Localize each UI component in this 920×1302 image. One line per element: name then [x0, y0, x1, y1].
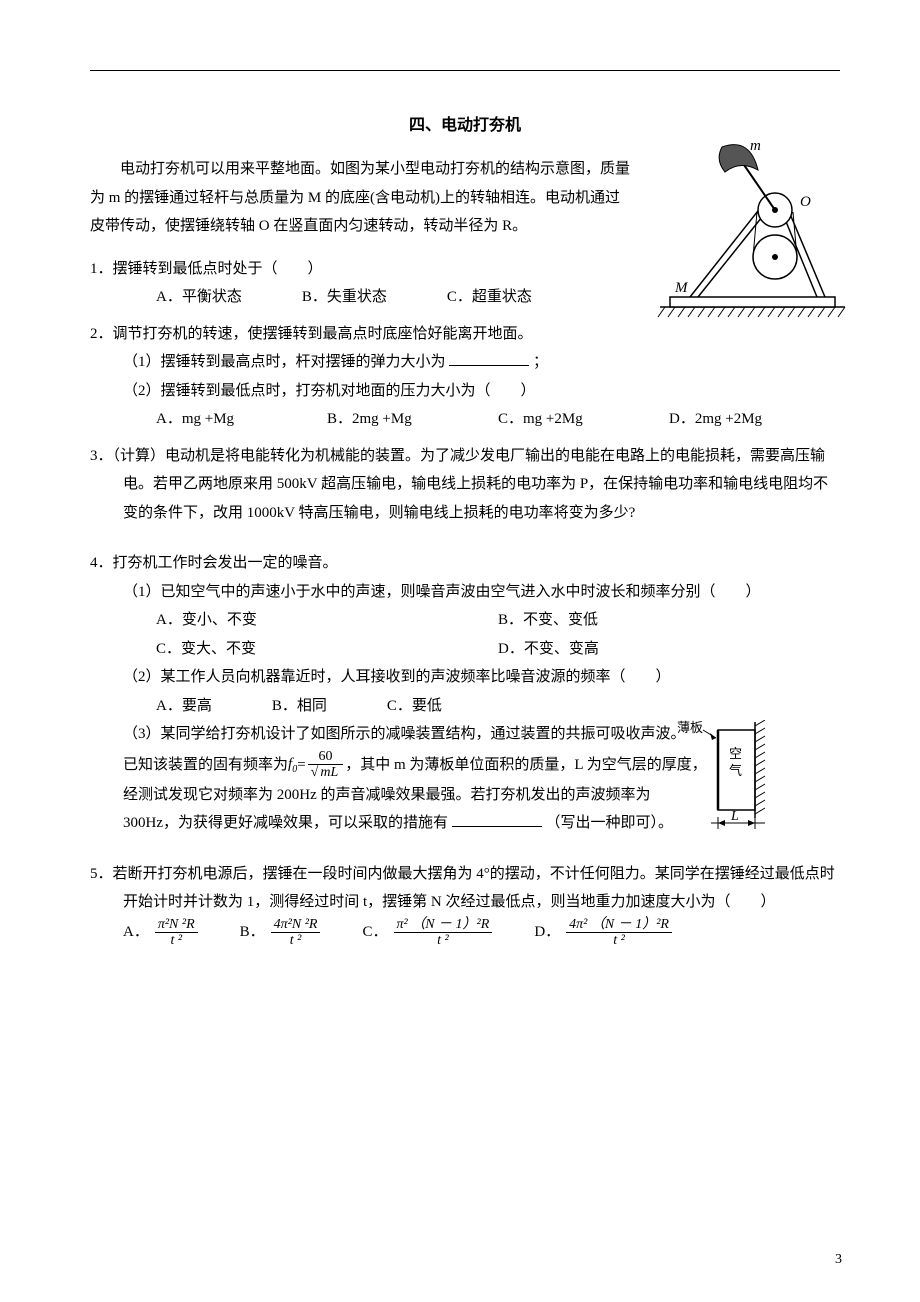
q5-opt-b: B． 4π²N ²Rt ²	[240, 917, 323, 949]
q5-opt-a: A． π²N ²Rt ²	[123, 917, 200, 949]
q2-sub1: （1）摆锤转到最高点时，杆对摆锤的弹力大小为	[123, 354, 446, 370]
question-3: 3．（计算）电动机是将电能转化为机械能的装置。为了减少发电厂输出的电能在电路上的…	[90, 442, 840, 528]
svg-text:空: 空	[729, 746, 742, 761]
q2-blank	[449, 348, 529, 366]
svg-text:m: m	[750, 142, 761, 154]
q4-sub3-b-post: ，其中 m 为薄板单位面积的质量，L 为空气层的厚度，	[345, 751, 707, 780]
q4-s2-c: C．要低	[387, 692, 442, 721]
q1-opt-c: C．超重状态	[447, 283, 532, 312]
q4-f0-var: f0	[288, 750, 297, 779]
q4-sub2: （2）某工作人员向机器靠近时，人耳接收到的声波频率比噪音波源的频率（ ）	[90, 663, 840, 692]
q4-sub3-d-post: （写出一种即可）。	[546, 815, 674, 831]
q4-s2-a: A．要高	[156, 692, 212, 721]
top-rule	[90, 70, 840, 71]
figure-damper: 薄板 空 气 L	[673, 720, 768, 835]
q4-sub1: （1）已知空气中的声速小于水中的声速，则噪音声波由空气进入水中时波长和频率分别（…	[90, 578, 840, 607]
q5-opt-c: C． π² （N － 1）²Rt ²	[362, 917, 494, 949]
section-title: 四、电动打夯机	[90, 111, 840, 141]
q2-opt-b: B．2mg +Mg	[327, 405, 498, 434]
svg-text:M: M	[674, 280, 689, 296]
q1-opt-a: A．平衡状态	[156, 283, 242, 312]
q4-s2-b: B．相同	[272, 692, 327, 721]
question-2: 2．调节打夯机的转速，使摆锤转到最高点时底座恰好能离开地面。 （1）摆锤转到最高…	[90, 320, 840, 434]
svg-text:O: O	[800, 194, 811, 210]
q2-opt-c: C．mg +2Mg	[498, 405, 669, 434]
q4-s1-d: D．不变、变高	[498, 635, 840, 664]
q4-sub3-d-pre: 300Hz，为获得更好减噪效果，可以采取的措施有	[123, 815, 448, 831]
svg-text:L: L	[730, 809, 739, 824]
question-5: 5．若断开打夯机电源后，摆锤在一段时间内做最大摆角为 4°的摆动，不计任何阻力。…	[90, 860, 840, 949]
svg-text:薄板: 薄板	[677, 720, 703, 735]
svg-text:气: 气	[729, 763, 742, 778]
q4-sub3-b-pre: 已知该装置的固有频率为	[123, 751, 288, 780]
q4-blank	[452, 809, 542, 827]
q4-stem: 4．打夯机工作时会发出一定的噪音。	[90, 549, 840, 578]
q4-eq: =	[297, 751, 305, 780]
q2-sub1-tail: ；	[533, 354, 548, 370]
q4-s1-c: C．变大、不变	[156, 635, 498, 664]
q5-stem: 5．若断开打夯机电源后，摆锤在一段时间内做最大摆角为 4°的摆动，不计任何阻力。…	[90, 860, 840, 917]
q2-stem: 2．调节打夯机的转速，使摆锤转到最高点时底座恰好能离开地面。	[90, 320, 840, 349]
q3-stem: 3．（计算）电动机是将电能转化为机械能的装置。为了减少发电厂输出的电能在电路上的…	[90, 442, 840, 528]
figure-tamper: m O M	[650, 142, 850, 322]
question-4: 4．打夯机工作时会发出一定的噪音。 （1）已知空气中的声速小于水中的声速，则噪音…	[90, 549, 840, 837]
q4-fraction: 60 √mL	[308, 749, 344, 781]
q4-s1-a: A．变小、不变	[156, 606, 498, 635]
q1-opt-b: B．失重状态	[302, 283, 387, 312]
page-number: 3	[835, 1247, 842, 1274]
q2-opt-d: D．2mg +2Mg	[669, 405, 840, 434]
q4-s1-b: B．不变、变低	[498, 606, 840, 635]
q5-opt-d: D． 4π² （N － 1）²Rt ²	[534, 917, 674, 949]
q2-sub2: （2）摆锤转到最低点时，打夯机对地面的压力大小为（ ）	[90, 377, 840, 406]
q2-opt-a: A．mg +Mg	[156, 405, 327, 434]
